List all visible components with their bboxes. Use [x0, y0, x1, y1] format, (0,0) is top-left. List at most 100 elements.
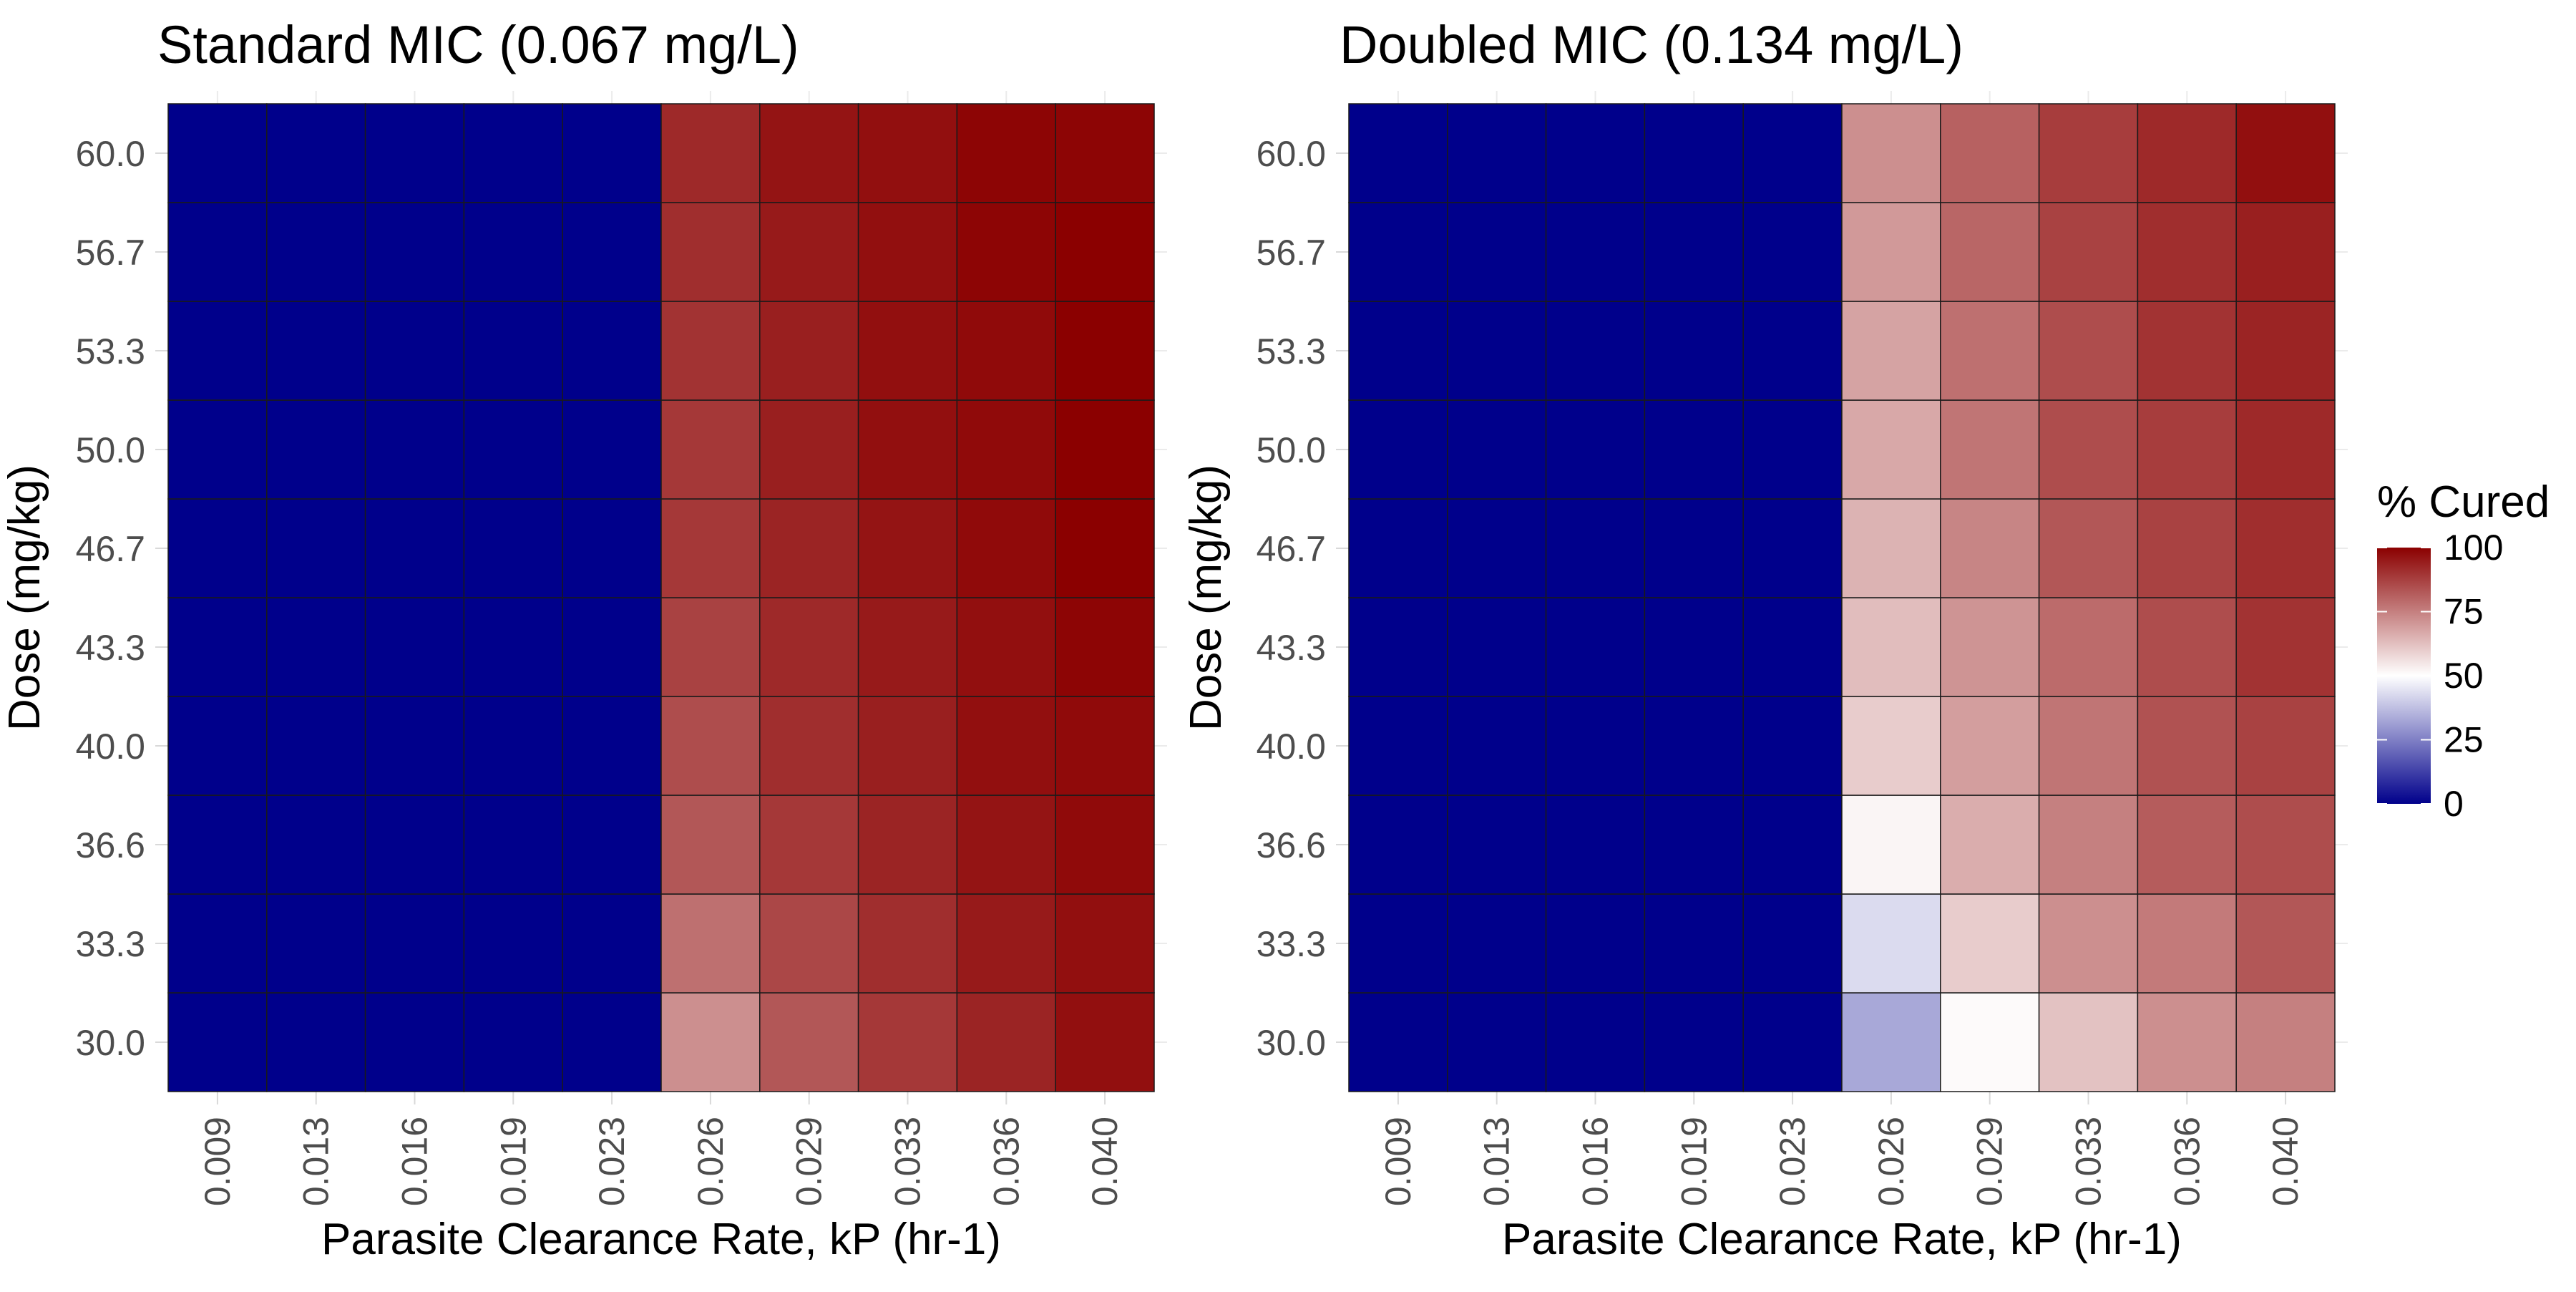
heatmap-cell: [2235, 795, 2336, 895]
heatmap-cell: [1348, 597, 1448, 697]
heatmap-cell: [463, 696, 563, 796]
heatmap-cell: [1841, 893, 1941, 994]
y-tick-label: 50.0: [76, 430, 145, 470]
heatmap-cell: [364, 498, 465, 598]
y-tick-label: 36.6: [76, 825, 145, 865]
heatmap-cell: [1742, 597, 1843, 697]
heatmap-cell: [1940, 202, 2040, 302]
heatmap-cell: [2235, 202, 2336, 302]
heatmap-cell: [1348, 696, 1448, 796]
heatmap-cell: [266, 795, 366, 895]
heatmap-cell: [857, 202, 958, 302]
heatmap-cell: [1940, 498, 2040, 598]
heatmap-cell: [2038, 202, 2139, 302]
heatmap-cell: [463, 795, 563, 895]
heatmap-cell: [1545, 597, 1646, 697]
heatmap-cell: [1644, 301, 1744, 401]
heatmap-cell: [1447, 795, 1547, 895]
heatmap-cell: [1055, 992, 1155, 1092]
heatmap-cell: [1545, 795, 1646, 895]
heatmap-cell: [956, 992, 1056, 1092]
heatmap-cell: [167, 498, 268, 598]
heatmap-cell: [1940, 399, 2040, 500]
heatmap-cell: [364, 992, 465, 1092]
heatmap-cell: [1940, 597, 2040, 697]
heatmap-cell: [1348, 301, 1448, 401]
x-tick-label: 0.033: [888, 1117, 928, 1206]
x-tick-label: 0.036: [986, 1117, 1026, 1206]
heatmap-cell: [857, 399, 958, 500]
legend-tick-label: 25: [2444, 720, 2484, 760]
heatmap-cell: [2038, 992, 2139, 1092]
heatmap-cell: [364, 597, 465, 697]
legend-title: % Cured: [2377, 477, 2550, 527]
heatmap-cell: [1742, 992, 1843, 1092]
heatmap-cell: [1644, 992, 1744, 1092]
x-tick-label: 0.019: [493, 1117, 533, 1206]
heatmap-cell: [2235, 103, 2336, 203]
heatmap-cell: [857, 301, 958, 401]
heatmap-cell: [956, 399, 1056, 500]
heatmap-cell: [1447, 498, 1547, 598]
heatmap-cell: [1940, 893, 2040, 994]
heatmap-cell: [562, 893, 662, 994]
x-axis-label: Parasite Clearance Rate, kP (hr-1): [321, 1215, 1001, 1264]
heatmap-cell: [956, 202, 1056, 302]
heatmap-cell: [364, 103, 465, 203]
heatmap-cell: [2038, 795, 2139, 895]
heatmap-cell: [266, 893, 366, 994]
heatmap-cell: [660, 795, 761, 895]
legend-tick-label: 75: [2444, 592, 2484, 632]
x-tick-label: 0.023: [592, 1117, 632, 1206]
y-axis-label: Dose (mg/kg): [1181, 465, 1231, 731]
heatmap-cell: [660, 696, 761, 796]
heatmap-cell: [857, 893, 958, 994]
heatmap-cell: [562, 795, 662, 895]
heatmap-cell: [2038, 696, 2139, 796]
heatmap-cell: [1545, 992, 1646, 1092]
heatmap-cell: [562, 597, 662, 697]
heatmap-cell: [1348, 202, 1448, 302]
heatmap-cell: [759, 103, 859, 203]
y-tick-label: 46.7: [1257, 529, 1326, 569]
heatmap-cell: [2235, 893, 2336, 994]
heatmap-cell: [2235, 399, 2336, 500]
x-tick-label: 0.013: [296, 1117, 336, 1206]
heatmap-cell: [2038, 893, 2139, 994]
heatmap-cell: [1841, 597, 1941, 697]
heatmap-cell: [1348, 795, 1448, 895]
heatmap-cell: [1545, 301, 1646, 401]
heatmap-cell: [1447, 103, 1547, 203]
heatmap-cell: [1644, 597, 1744, 697]
heatmap-cell: [562, 103, 662, 203]
heatmap-cell: [956, 301, 1056, 401]
heatmap-cell: [2137, 399, 2237, 500]
heatmap-cell: [1644, 202, 1744, 302]
heatmap-cell: [857, 795, 958, 895]
heatmap-cell: [660, 992, 761, 1092]
heatmap-cell: [956, 498, 1056, 598]
heatmap-cell: [759, 795, 859, 895]
heatmap-cell: [364, 301, 465, 401]
heatmap-cell: [1055, 893, 1155, 994]
heatmap-cell: [2038, 498, 2139, 598]
heatmap-cell: [1841, 795, 1941, 895]
heatmap-cell: [463, 597, 563, 697]
heatmap-cell: [364, 399, 465, 500]
chart-title: Doubled MIC (0.134 mg/L): [1340, 15, 1963, 74]
heatmap-cell: [562, 202, 662, 302]
heatmap-cell: [2235, 696, 2336, 796]
heatmap-cell: [759, 202, 859, 302]
y-tick-label: 56.7: [1257, 233, 1326, 273]
heatmap-cell: [759, 597, 859, 697]
heatmap-cell: [660, 498, 761, 598]
x-tick-label: 0.026: [1871, 1117, 1911, 1206]
y-tick-label: 33.3: [1257, 924, 1326, 964]
heatmap-cell: [167, 795, 268, 895]
heatmap-cell: [1447, 399, 1547, 500]
heatmap-cell: [1742, 301, 1843, 401]
x-tick-label: 0.036: [2167, 1117, 2207, 1206]
heatmap-cell: [167, 597, 268, 697]
y-tick-label: 43.3: [76, 628, 145, 668]
heatmap-cell: [956, 893, 1056, 994]
